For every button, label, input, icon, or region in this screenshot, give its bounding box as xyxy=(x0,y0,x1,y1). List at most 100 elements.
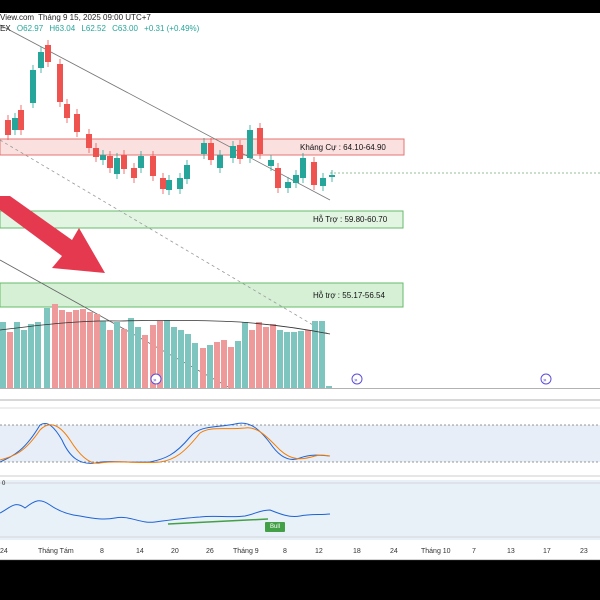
volume-bar xyxy=(326,386,332,388)
volume-bar xyxy=(142,335,148,388)
volume-bar xyxy=(100,321,106,388)
x-tick-label: Tháng 10 xyxy=(421,548,451,555)
candle-body xyxy=(57,64,63,102)
volume-bar xyxy=(121,329,127,388)
candle-body xyxy=(320,178,326,186)
volume-bar xyxy=(270,324,276,388)
candle-body xyxy=(184,165,190,179)
jump-icon-3[interactable]: » xyxy=(540,373,552,385)
x-tick-label: 24 xyxy=(390,548,398,555)
jump-icon-1[interactable]: » xyxy=(150,373,162,385)
osc-label: 0 xyxy=(2,481,6,487)
candle-body xyxy=(93,148,99,157)
volume-bar xyxy=(207,345,213,388)
candle-body xyxy=(121,155,127,169)
volume-bar xyxy=(249,330,255,388)
x-tick-label: 18 xyxy=(353,548,361,555)
candle-body xyxy=(208,143,214,160)
x-tick-label: 17 xyxy=(543,548,551,555)
candle-body xyxy=(293,175,299,183)
candle-body xyxy=(18,110,24,130)
volume-bar xyxy=(157,321,163,388)
x-tick-label: 13 xyxy=(507,548,515,555)
svg-text:»: » xyxy=(354,377,358,384)
x-tick-label: 26 xyxy=(206,548,214,555)
volume-bar xyxy=(52,304,58,388)
candle-body xyxy=(230,146,236,158)
volume-bar xyxy=(21,330,27,388)
open-value: O62.97 xyxy=(16,24,44,33)
x-tick-label: 14 xyxy=(136,548,144,555)
volume-bar xyxy=(277,330,283,388)
volume-bar xyxy=(59,310,65,388)
volume-bars xyxy=(0,304,332,388)
volume-bar xyxy=(164,320,170,388)
candle-body xyxy=(74,114,80,132)
candle-body xyxy=(237,145,243,159)
volume-bar xyxy=(263,327,269,388)
volume-bar xyxy=(185,334,191,388)
x-tick-label: 24 xyxy=(0,548,8,555)
high-value: H63.04 xyxy=(49,24,76,33)
candle-body xyxy=(45,45,51,62)
candle-body xyxy=(275,168,281,188)
volume-bar xyxy=(35,322,41,388)
volume-bar xyxy=(87,312,93,388)
candle-body xyxy=(311,162,317,185)
volume-bar xyxy=(44,308,50,388)
candle-body xyxy=(5,120,11,135)
volume-bar xyxy=(214,342,220,388)
candle-body xyxy=(86,134,92,148)
candle-body xyxy=(160,178,166,189)
volume-bar xyxy=(66,312,72,388)
candle-body xyxy=(114,158,120,174)
candle-body xyxy=(150,156,156,176)
candle-body xyxy=(201,143,207,154)
volume-bar xyxy=(7,332,13,388)
candle-body xyxy=(247,130,253,158)
ticker-label: EX xyxy=(0,24,11,33)
volume-bar xyxy=(221,340,227,388)
volume-bar xyxy=(150,325,156,388)
volume-bar xyxy=(284,332,290,388)
volume-bar xyxy=(0,322,6,388)
volume-bar xyxy=(235,341,241,388)
source-label: View.com xyxy=(0,13,35,22)
candle-body xyxy=(138,156,144,168)
candle-body xyxy=(268,160,274,166)
candle-body xyxy=(64,104,70,118)
volume-bar xyxy=(291,332,297,388)
volume-bar xyxy=(192,343,198,388)
top-bar xyxy=(0,0,600,13)
jump-icon-2[interactable]: » xyxy=(351,373,363,385)
volume-bar xyxy=(135,327,141,388)
x-tick-label: Tháng 9 xyxy=(233,548,259,555)
x-tick-label: 12 xyxy=(315,548,323,555)
volume-bar xyxy=(312,321,318,388)
volume-bar xyxy=(73,310,79,388)
volume-bar xyxy=(28,324,34,388)
candle-body xyxy=(329,175,335,177)
candle-body xyxy=(257,128,263,154)
x-tick-label: 23 xyxy=(580,548,588,555)
candle-body xyxy=(166,180,172,190)
volume-bar xyxy=(200,348,206,388)
x-tick-label: 8 xyxy=(100,548,104,555)
volume-bar xyxy=(128,318,134,388)
candle-body xyxy=(100,155,106,160)
support2-label: Hỗ trợ : 55.17-56.54 xyxy=(313,291,385,300)
volume-bar xyxy=(171,327,177,388)
candle-body xyxy=(285,182,291,188)
volume-bar xyxy=(305,330,311,388)
volume-bar xyxy=(256,322,262,388)
close-value: C63.00 xyxy=(112,24,138,33)
candle-body xyxy=(131,168,137,178)
candle-body xyxy=(107,156,113,168)
volume-bar xyxy=(242,322,248,388)
svg-text:»: » xyxy=(153,377,157,384)
ohlc-row: EX O62.97 H63.04 L62.52 C63.00 +0.31 (+0… xyxy=(0,24,600,36)
volume-bar xyxy=(14,322,20,388)
volume-bar xyxy=(94,314,100,388)
candle-body xyxy=(12,118,18,130)
low-value: L62.52 xyxy=(81,24,106,33)
